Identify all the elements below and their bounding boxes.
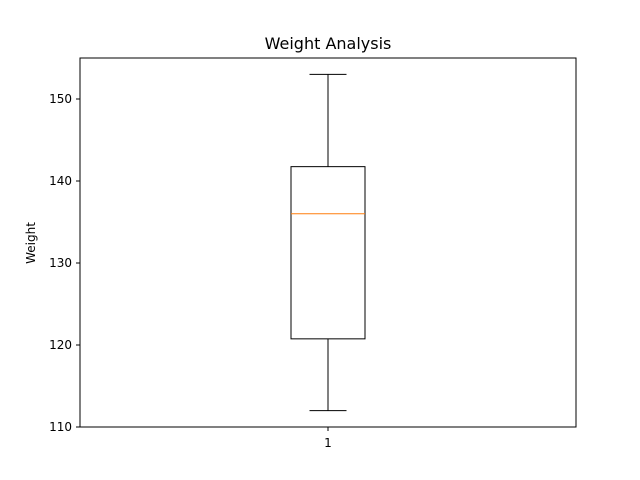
y-tick-label: 140	[49, 174, 72, 188]
y-axis-label: Weight	[24, 222, 38, 264]
y-tick-label: 150	[49, 92, 72, 106]
y-axis: 110 120 130 140 150	[49, 92, 80, 434]
boxplot-series	[290, 73, 366, 412]
x-axis: 1	[324, 427, 332, 450]
chart-title: Weight Analysis	[265, 34, 392, 53]
x-tick-label: 1	[324, 436, 332, 450]
y-tick-label: 130	[49, 256, 72, 270]
y-tick-label: 110	[49, 420, 72, 434]
iqr-box	[290, 166, 366, 340]
y-tick-label: 120	[49, 338, 72, 352]
